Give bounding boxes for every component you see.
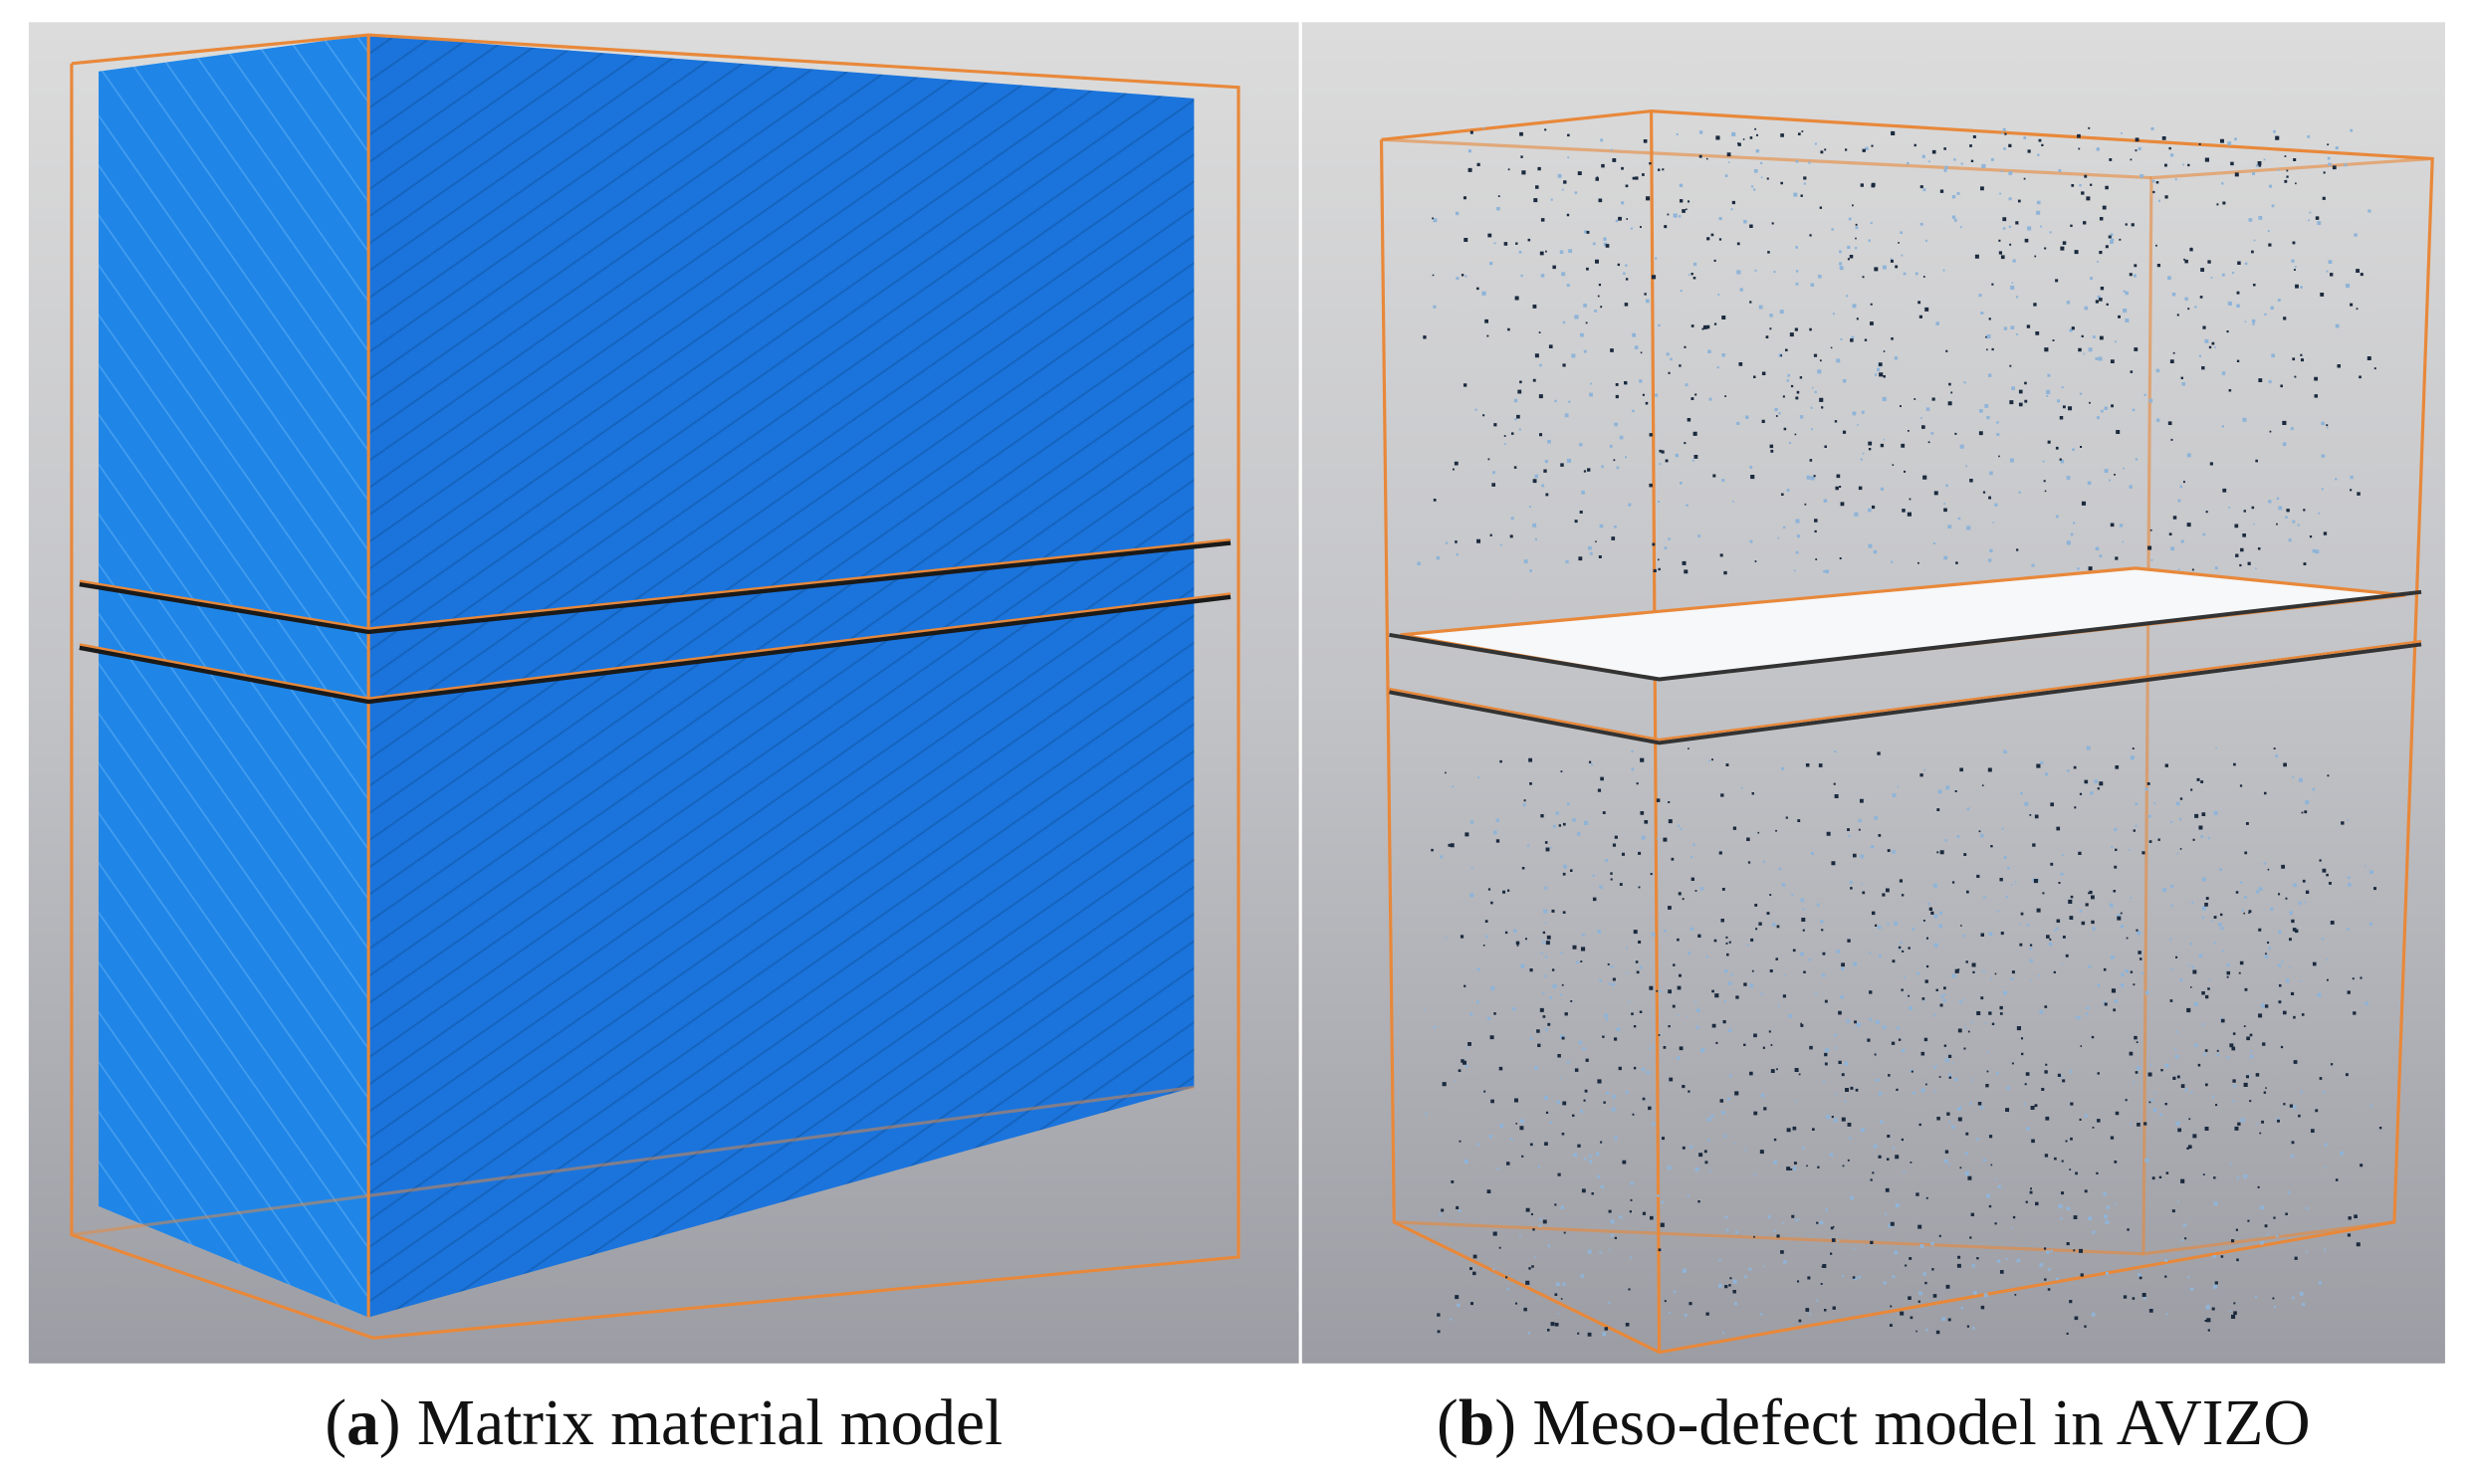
wireframe <box>1379 109 2434 1355</box>
panel-b <box>1301 22 2445 1364</box>
caption-a: (a) Matrix material model <box>325 1387 1003 1459</box>
slab-line <box>79 539 1232 635</box>
frame-edge <box>1650 110 1662 1353</box>
box-front-face <box>368 35 1195 1318</box>
frame-edge <box>1381 137 2152 180</box>
paren: ( <box>325 1387 346 1459</box>
slice-edge <box>1389 640 2422 742</box>
panel-label: a <box>346 1387 379 1459</box>
slice-edge <box>1389 589 2422 682</box>
gap-lines <box>79 537 1232 705</box>
caption-text: Matrix material model <box>417 1387 1003 1459</box>
caption-text: Meso-defect model in AVIZO <box>1532 1387 2310 1459</box>
paren: ( <box>1437 1387 1459 1459</box>
slab-line <box>79 537 1232 630</box>
frame-edge <box>2141 156 2433 1256</box>
frame-edge <box>71 1085 1195 1237</box>
frame-edge <box>1394 1220 2144 1256</box>
paren: ) <box>1494 1387 1516 1459</box>
slab-line <box>79 594 1232 705</box>
paren: ) <box>379 1387 401 1459</box>
panel-label: b <box>1459 1387 1494 1459</box>
slab-line <box>79 592 1232 700</box>
wireframe <box>70 33 1240 1340</box>
slice-edge <box>1389 642 2422 745</box>
caption-b: (b) Meso-defect model in AVIZO <box>1437 1387 2311 1459</box>
panel-a <box>28 22 1299 1364</box>
background <box>1301 22 2445 1364</box>
